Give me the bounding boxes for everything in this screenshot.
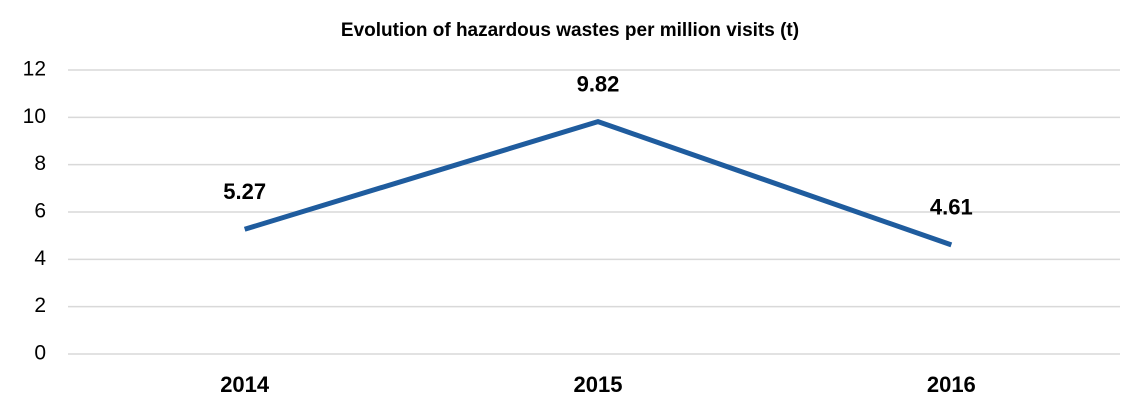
data-label: 9.82 — [577, 71, 620, 96]
data-label: 4.61 — [930, 195, 973, 220]
y-tick-label: 10 — [23, 105, 46, 128]
chart-title: Evolution of hazardous wastes per millio… — [341, 20, 799, 41]
data-label: 5.27 — [223, 179, 266, 204]
x-tick-label: 2016 — [927, 372, 976, 397]
y-tick-label: 8 — [34, 152, 46, 175]
y-tick-label: 2 — [34, 294, 46, 317]
y-tick-label: 6 — [34, 200, 46, 223]
y-tick-label: 12 — [23, 58, 46, 81]
x-tick-label: 2014 — [220, 372, 270, 397]
x-tick-label: 2015 — [574, 372, 623, 397]
y-tick-label: 4 — [34, 247, 46, 270]
y-tick-label: 0 — [34, 342, 46, 365]
line-series — [243, 118, 953, 248]
